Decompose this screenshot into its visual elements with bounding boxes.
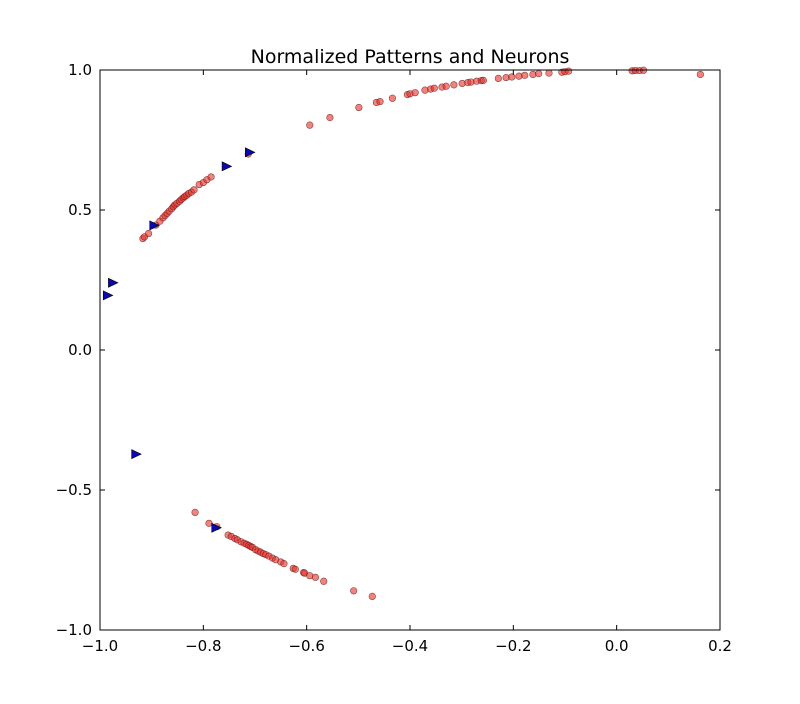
pattern-point (190, 186, 198, 194)
pattern-point (144, 229, 153, 238)
pattern-point (320, 577, 328, 585)
pattern-point (326, 113, 334, 122)
pattern-point (311, 573, 320, 581)
neuron-marker (149, 220, 160, 231)
pattern-point (565, 67, 573, 75)
pattern-point (535, 70, 543, 78)
pattern-point (521, 71, 529, 79)
pattern-point (207, 173, 215, 181)
pattern-point (355, 103, 363, 112)
x-tick-label: −1.0 (82, 637, 118, 655)
x-tick-label: −0.4 (392, 637, 428, 655)
pattern-point (191, 508, 199, 517)
pattern-point (205, 519, 213, 527)
pattern-point (696, 70, 704, 79)
ticks-layer: −1.0 −0.8 −0.6 −0.4 −0.2 0.0 0.2 −1.0 −0.5 0.0 0.5… (56, 61, 732, 655)
y-tick-label: −1.0 (56, 621, 92, 639)
points-layer (102, 66, 704, 601)
x-tick-label: 0.0 (605, 637, 629, 655)
pattern-point (411, 89, 419, 97)
neuron-marker (108, 277, 119, 288)
pattern-point (291, 565, 299, 573)
neuron-marker (221, 161, 233, 172)
y-tick-label: 0.0 (68, 341, 92, 359)
x-tick-label: −0.2 (495, 637, 531, 655)
pattern-point (545, 69, 553, 77)
pattern-point (494, 74, 502, 82)
y-tick-label: 1.0 (68, 61, 92, 79)
x-tick-label: 0.2 (708, 637, 732, 655)
pattern-point (368, 592, 376, 601)
pattern-point (306, 121, 314, 129)
y-tick-label: 0.5 (68, 201, 92, 219)
pattern-point (508, 73, 516, 81)
x-tick-label: −0.8 (185, 637, 221, 655)
y-tick-label: −0.5 (56, 481, 92, 499)
chart-title: Normalized Patterns and Neurons (251, 46, 570, 68)
neuron-marker (131, 449, 142, 460)
neuron-marker (102, 290, 114, 301)
pattern-point (388, 94, 397, 102)
pattern-point (479, 76, 487, 84)
neuron-marker (245, 147, 256, 158)
pattern-point (350, 587, 358, 595)
pattern-point (430, 84, 438, 92)
pattern-point (376, 98, 384, 106)
neuron-marker (211, 522, 222, 533)
x-tick-label: −0.6 (288, 637, 324, 655)
pattern-point (450, 81, 458, 89)
pattern-point (280, 560, 288, 568)
pattern-point (442, 82, 450, 90)
